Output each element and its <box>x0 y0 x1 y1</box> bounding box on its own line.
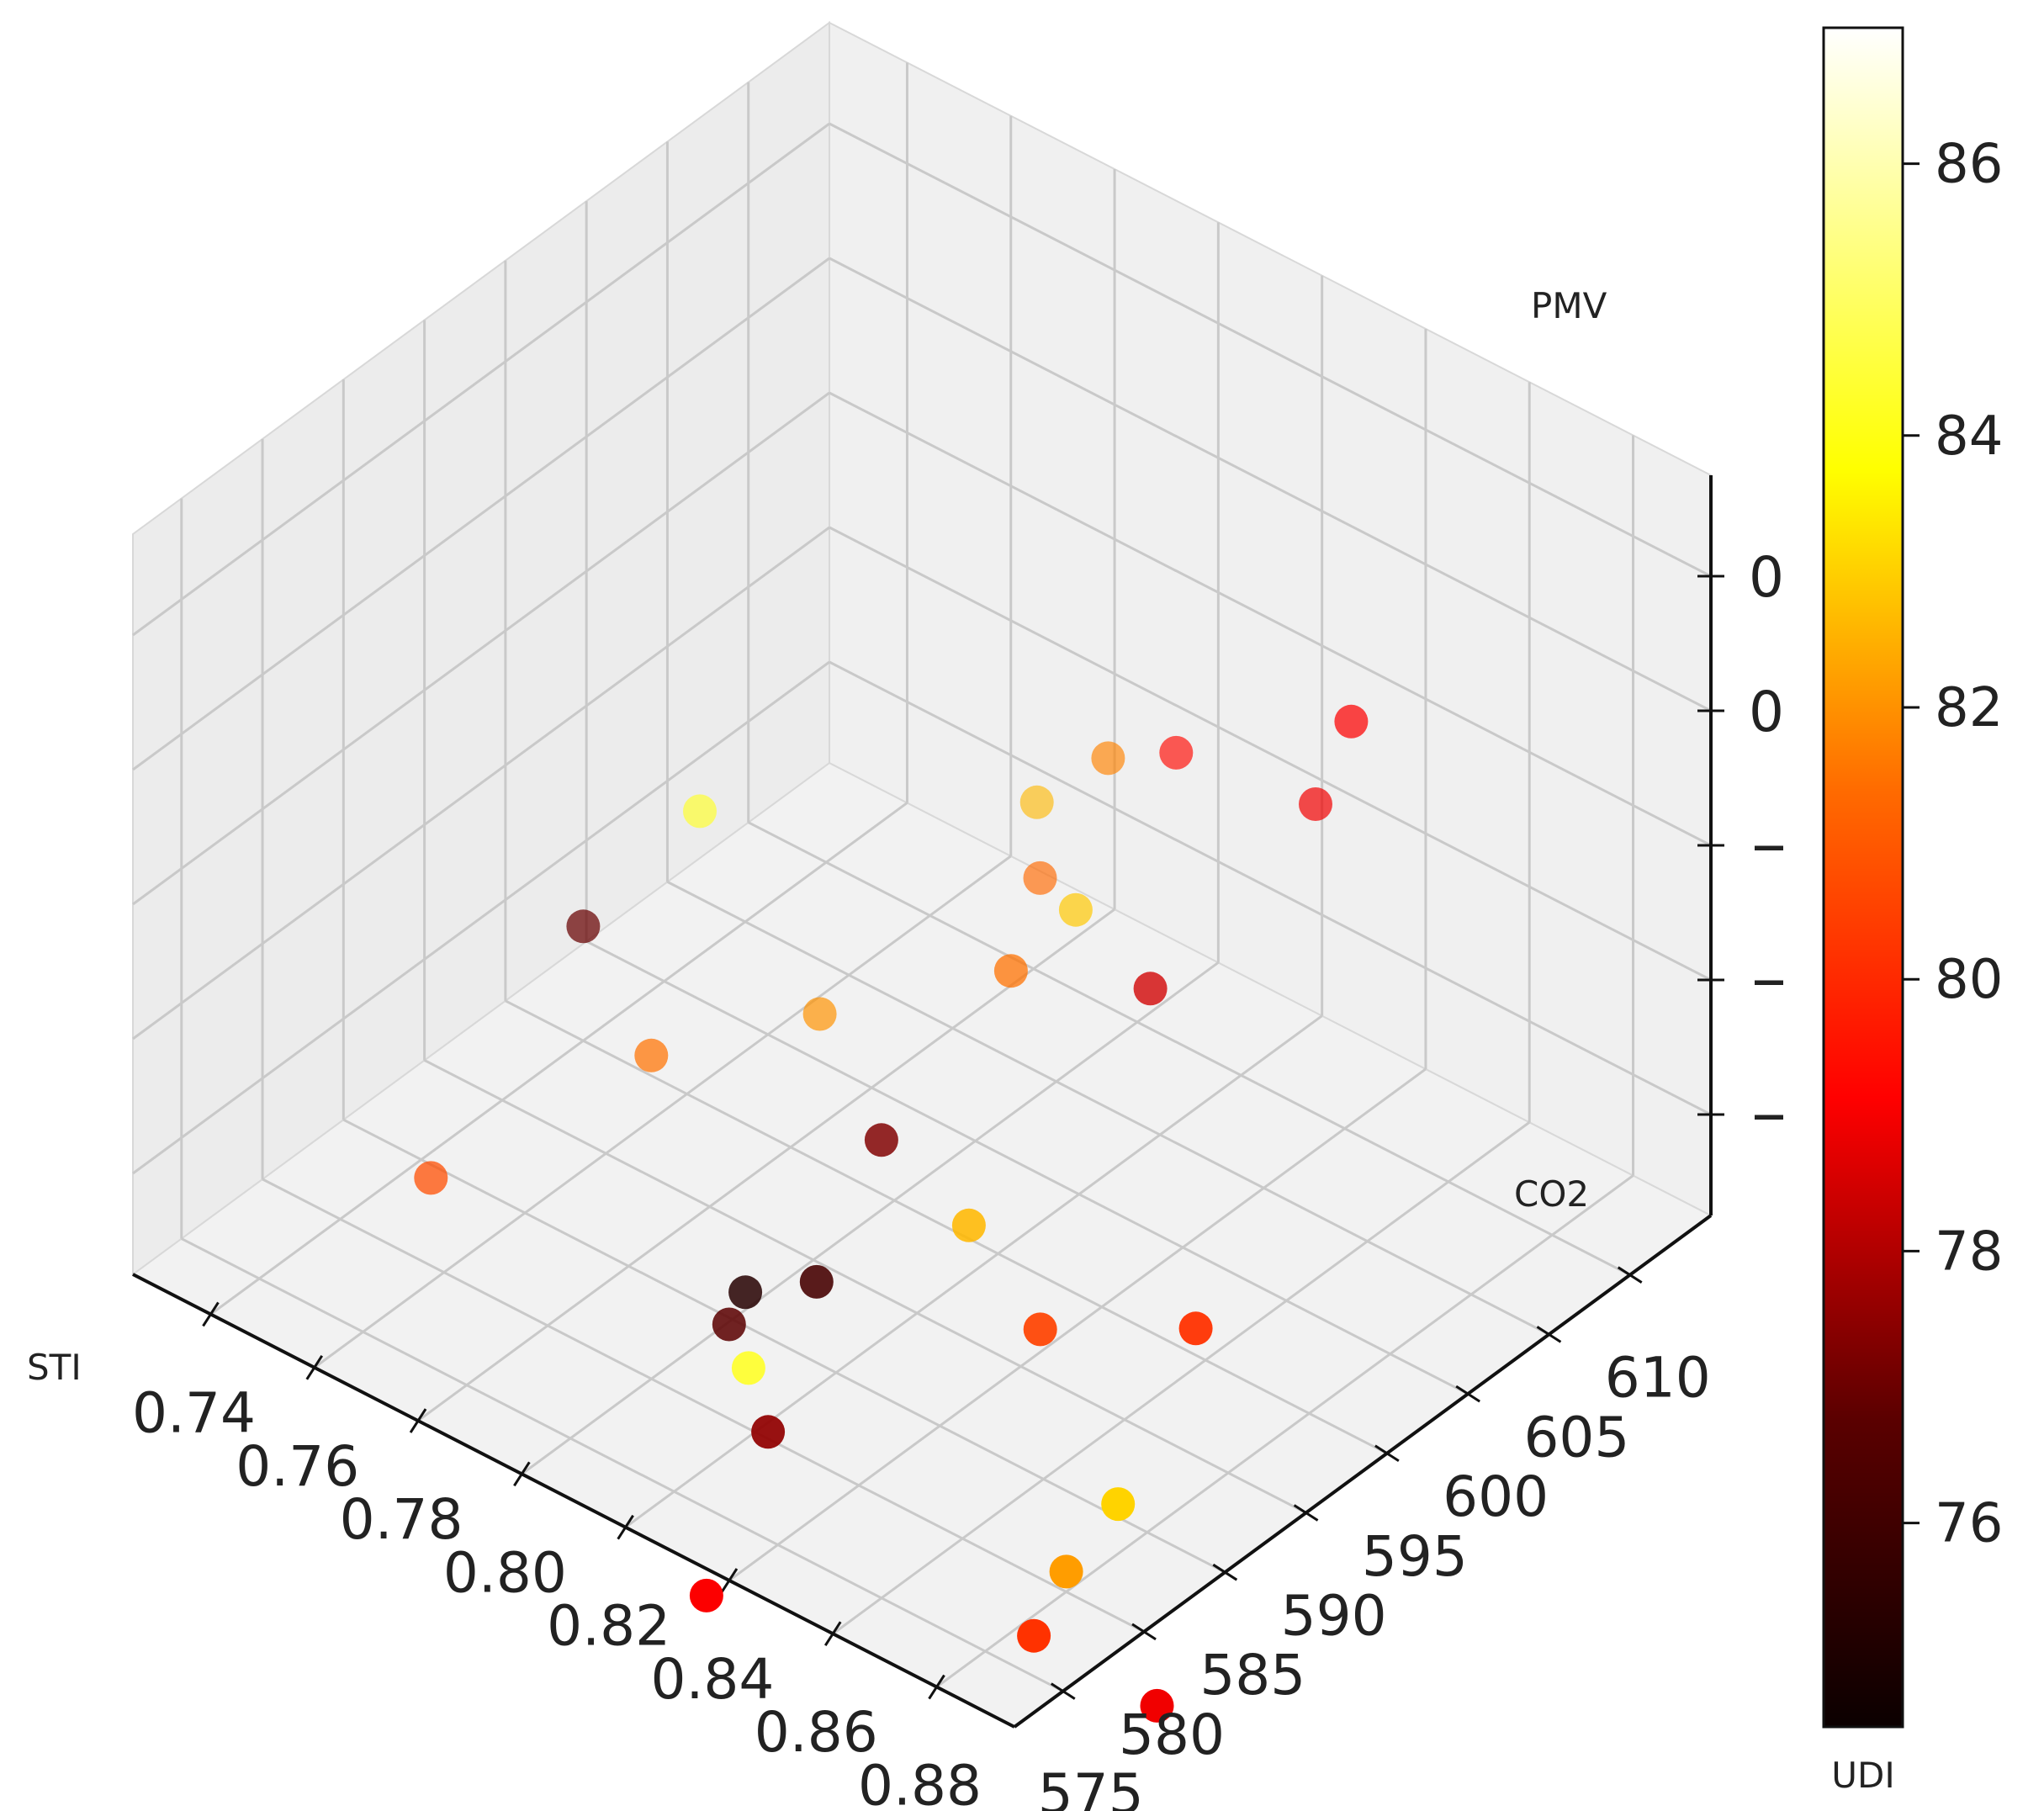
colorbar-gradient <box>1822 26 1904 1729</box>
data-point <box>1023 1312 1057 1347</box>
data-point <box>1058 892 1093 927</box>
z-axis-label: PMV <box>1531 285 1607 326</box>
data-point <box>1334 704 1369 739</box>
data-point <box>1023 860 1057 895</box>
data-point <box>1019 785 1054 819</box>
colorbar-tick-label: 78 <box>1935 1221 2003 1283</box>
data-point <box>1091 741 1125 776</box>
colorbar-tick-label: 82 <box>1935 677 2003 739</box>
colorbar-tick-label: 86 <box>1935 134 2003 196</box>
x-tick-label: 0.82 <box>547 1594 670 1659</box>
x-tick-label: 0.76 <box>236 1434 359 1499</box>
data-point <box>634 1038 669 1072</box>
data-point <box>799 1264 834 1299</box>
axes-grid <box>132 62 1712 1692</box>
y-tick-label: 585 <box>1199 1643 1305 1708</box>
data-point <box>751 1415 786 1449</box>
data-points <box>414 704 1369 1723</box>
scatter-3d-plot: 0.740.760.780.800.820.840.860.88 57558058… <box>27 21 1783 1811</box>
data-point <box>1101 1487 1136 1522</box>
data-point <box>864 1123 898 1157</box>
y-tick-label: 575 <box>1038 1762 1144 1811</box>
data-point <box>414 1161 448 1195</box>
x-tick-label: 0.78 <box>340 1487 463 1552</box>
data-point <box>1159 735 1194 770</box>
data-point <box>712 1307 746 1342</box>
data-point <box>1133 972 1168 1006</box>
colorbar-label: UDI <box>1831 1755 1894 1796</box>
data-point <box>1049 1554 1083 1589</box>
z-tick-label: −0.6 <box>1749 1083 1783 1148</box>
y-tick-label: 590 <box>1281 1583 1387 1648</box>
x-axis-label: STI <box>27 1347 82 1388</box>
data-point <box>1017 1618 1051 1653</box>
y-axis-label: CO2 <box>1514 1173 1589 1215</box>
colorbar-tick-label: 80 <box>1935 949 2003 1011</box>
data-point <box>1140 1688 1174 1723</box>
y-tick-label: 595 <box>1362 1524 1468 1589</box>
data-point <box>566 909 601 944</box>
z-tick-label: 0.0 <box>1749 680 1783 744</box>
x-tick-label: 0.86 <box>755 1700 878 1765</box>
tick-labels: 0.740.760.780.800.820.840.860.88 57558058… <box>132 545 1783 1811</box>
x-tick-label: 0.74 <box>132 1380 256 1445</box>
y-tick-label: 600 <box>1443 1464 1549 1529</box>
y-tick-label: 580 <box>1119 1702 1225 1767</box>
data-point <box>689 1578 723 1612</box>
y-tick-label: 605 <box>1523 1405 1629 1469</box>
z-tick-label: −0.4 <box>1749 949 1783 1014</box>
colorbar-ticks: 86 84 82 80 78 76 <box>1903 134 2003 1555</box>
x-tick-label: 0.84 <box>650 1647 774 1712</box>
data-point <box>1299 787 1332 821</box>
data-point <box>731 1351 765 1385</box>
data-point <box>993 954 1028 988</box>
colorbar-tick-label: 76 <box>1935 1493 2003 1555</box>
z-tick-label: 0.2 <box>1749 545 1783 610</box>
z-tick-label: −0.2 <box>1749 814 1783 879</box>
data-point <box>728 1275 763 1310</box>
data-point <box>683 794 717 829</box>
axis-lines <box>132 475 1724 1729</box>
x-tick-label: 0.88 <box>858 1754 982 1811</box>
data-point <box>1178 1311 1213 1346</box>
data-point <box>802 997 837 1031</box>
y-tick-label: 610 <box>1605 1346 1711 1411</box>
x-tick-label: 0.80 <box>443 1540 567 1605</box>
colorbar-tick-label: 84 <box>1935 405 2003 468</box>
data-point <box>951 1208 986 1242</box>
